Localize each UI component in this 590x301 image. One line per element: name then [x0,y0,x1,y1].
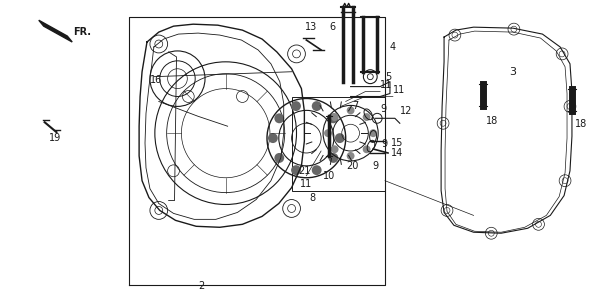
Text: 15: 15 [391,138,404,148]
Circle shape [324,129,332,137]
Text: 9: 9 [373,161,379,171]
Text: 16: 16 [149,75,162,85]
Circle shape [274,113,284,123]
Text: 12: 12 [400,106,412,116]
Text: 4: 4 [390,42,396,52]
Text: 9: 9 [380,104,386,114]
Circle shape [363,145,371,153]
Text: 11: 11 [300,179,313,189]
Circle shape [363,113,371,121]
Bar [291,97,385,191]
Text: FR.: FR. [73,27,91,37]
Text: 3: 3 [509,67,516,77]
Circle shape [268,133,278,143]
Circle shape [312,165,322,175]
Text: 5: 5 [385,72,391,82]
Circle shape [369,129,377,137]
Circle shape [274,153,284,163]
Text: 11: 11 [380,79,392,90]
Circle shape [329,153,338,163]
Circle shape [347,152,355,160]
Circle shape [335,133,345,143]
Circle shape [291,165,301,175]
Circle shape [291,101,301,111]
Text: 8: 8 [309,193,315,203]
Text: 18: 18 [486,116,499,126]
Text: 19: 19 [50,133,61,143]
Text: 10: 10 [323,171,335,181]
Circle shape [329,113,338,123]
Polygon shape [39,20,72,42]
Text: 7: 7 [352,101,359,111]
Text: 18: 18 [575,119,587,129]
Text: 2: 2 [198,281,205,291]
Text: 6: 6 [330,22,336,32]
Text: 13: 13 [305,22,317,32]
Circle shape [330,113,339,121]
Circle shape [312,101,322,111]
Circle shape [347,107,355,114]
Text: 11: 11 [393,85,405,95]
Text: 9: 9 [382,139,388,149]
Text: 20: 20 [346,161,359,171]
Text: 14: 14 [391,148,403,158]
Text: 21: 21 [298,166,310,176]
Circle shape [330,145,339,153]
